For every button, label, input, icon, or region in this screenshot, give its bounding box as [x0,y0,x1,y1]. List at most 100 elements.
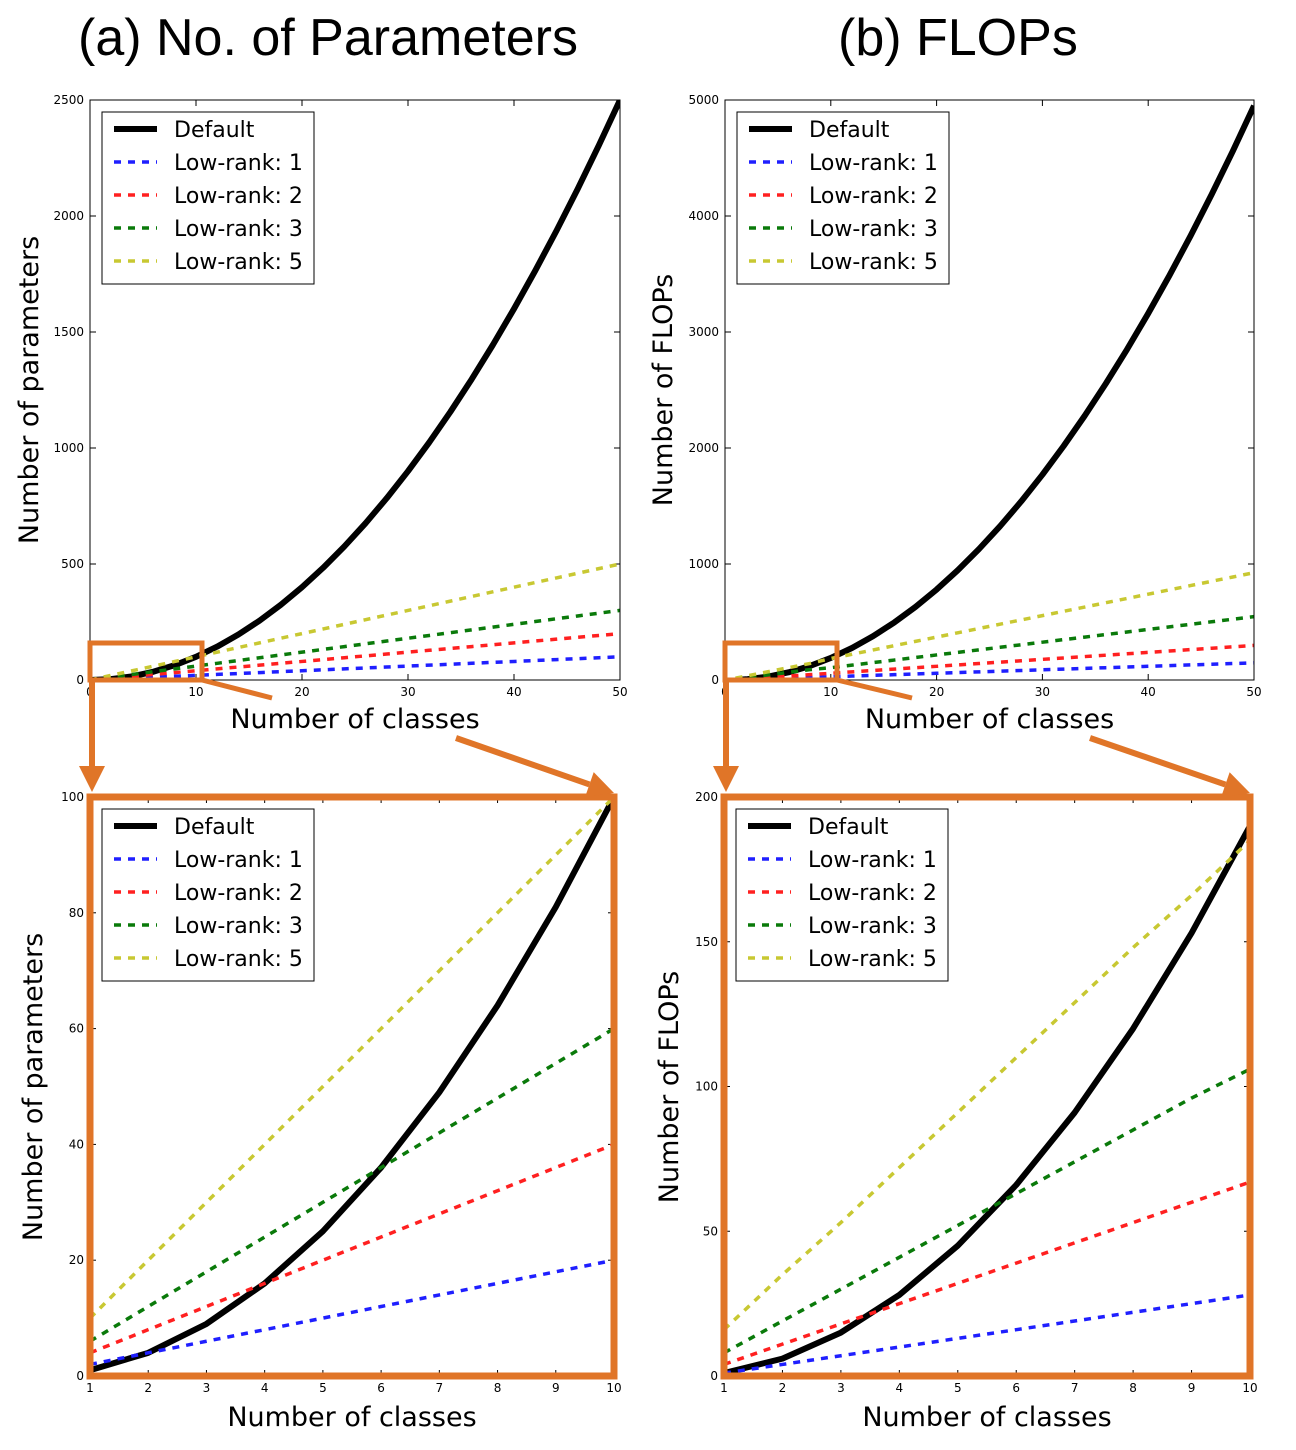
series-default [90,100,620,680]
x-tick-label: 3 [203,1381,211,1395]
series-low-rank-1 [724,1293,1250,1375]
x-tick-label: 40 [1141,685,1156,699]
x-axis-label: Number of classes [862,1402,1111,1433]
legend-box [736,111,950,285]
zoom-connector-params [201,677,273,701]
y-tick-label: 0 [710,1369,718,1383]
chart-params-full: 0102030405005001000150020002500DefaultLo… [14,93,628,735]
panel-title-a: (a) No. of Parameters [78,9,578,67]
x-tick-label: 6 [1012,1381,1020,1395]
x-axis-label: Number of classes [227,1402,476,1433]
y-tick-label: 100 [61,790,84,804]
y-tick-label: 50 [703,1224,718,1238]
series-low-rank-2 [735,643,1254,680]
x-axis-label: Number of classes [865,704,1114,735]
y-tick-label: 4000 [688,209,719,223]
legend-label: Low-rank: 1 [174,848,303,873]
zoom-arrow-flops-right [1089,735,1250,797]
chart-flops-full: 01020304050010002000300040005000DefaultL… [648,93,1262,735]
legend-label: Low-rank: 2 [174,881,303,906]
y-tick-label: 1000 [53,441,84,455]
x-tick-label: 50 [612,685,627,699]
y-tick-label: 60 [69,1022,84,1036]
y-tick-label: 2500 [53,93,84,107]
y-tick-label: 20 [69,1253,84,1267]
legend: Default Low-rank: 1 Low-rank: 2 Low-rank: 3… [736,111,950,285]
legend-label: Low-rank: 3 [174,914,303,939]
y-axis-label: Number of parameters [14,236,45,544]
legend-label: Default [174,815,255,840]
y-axis-label: Number of FLOPs [654,971,685,1203]
x-tick-label: 6 [377,1381,385,1395]
series-low-rank-5 [735,570,1254,680]
y-tick-label: 1000 [688,557,719,571]
series-low-rank-2 [90,631,620,680]
legend: Default Low-rank: 1 Low-rank: 2 Low-rank: 3… [101,111,315,285]
y-tick-label: 40 [69,1137,84,1151]
x-tick-label: 30 [1035,685,1050,699]
legend-label: Default [809,118,890,143]
legend-label: Low-rank: 5 [809,250,938,275]
legend-box [101,808,315,982]
legend-label: Default [174,118,255,143]
panel-title-b: (b) FLOPs [838,9,1078,67]
y-tick-label: 5000 [688,93,719,107]
x-tick-label: 20 [294,685,309,699]
x-tick-label: 2 [779,1381,787,1395]
x-tick-label: 5 [954,1381,962,1395]
legend-label: Default [808,815,889,840]
x-tick-label: 1 [86,1381,94,1395]
legend-label: Low-rank: 2 [174,184,303,209]
legend-label: Low-rank: 2 [808,881,937,906]
series-low-rank-5 [90,562,620,680]
series-low-rank-1 [90,1258,614,1367]
series-low-rank-3 [90,608,620,680]
x-tick-label: 30 [400,685,415,699]
zoom-arrow-params-left [79,680,105,792]
series-low-rank-2 [90,1142,614,1355]
x-tick-label: 10 [823,685,838,699]
chart-flops-zoom: 1 2 3 4 5 6 7 8 9 10050100150200DefaultLow-rank: … [654,790,1258,1433]
zoom-connector-flops [836,677,913,701]
y-tick-label: 3000 [688,325,719,339]
x-tick-label: 2 [144,1381,152,1395]
x-tick-label: 20 [929,685,944,699]
legend-label: Low-rank: 5 [174,250,303,275]
y-tick-label: 2000 [53,209,84,223]
y-tick-label: 150 [695,935,718,949]
series-low-rank-3 [735,614,1254,680]
x-tick-label: 8 [1129,1381,1137,1395]
legend-label: Low-rank: 2 [809,184,938,209]
series-low-rank-3 [724,1067,1250,1355]
y-axis-label: Number of FLOPs [648,274,679,506]
x-tick-label: 7 [436,1381,444,1395]
x-tick-label: 8 [494,1381,502,1395]
x-tick-label: 50 [1246,685,1261,699]
y-tick-label: 100 [695,1080,718,1094]
plot-frame [720,793,1254,1380]
plot-frame [724,99,1255,681]
y-tick-label: 80 [69,906,84,920]
legend-label: Low-rank: 5 [174,947,303,972]
series-default [735,104,1254,680]
y-tick-label: 0 [711,673,719,687]
legend-label: Low-rank: 3 [809,217,938,242]
y-tick-label: 1500 [53,325,84,339]
y-tick-label: 200 [695,790,718,804]
series-low-rank-5 [90,797,614,1320]
plot-frame [89,99,621,681]
x-tick-label: 3 [837,1381,845,1395]
zoom-arrow-flops-left [713,680,739,792]
zoom-region-box-flops [722,640,840,683]
legend-label: Low-rank: 1 [174,151,303,176]
x-tick-label: 4 [261,1381,269,1395]
legend-label: Low-rank: 5 [808,947,937,972]
series-default [90,797,614,1374]
legend-label: Low-rank: 3 [808,914,937,939]
x-tick-label: 40 [506,685,521,699]
x-tick-label: 4 [896,1381,904,1395]
x-tick-label: 10 [188,685,203,699]
plot-frame [86,793,618,1380]
